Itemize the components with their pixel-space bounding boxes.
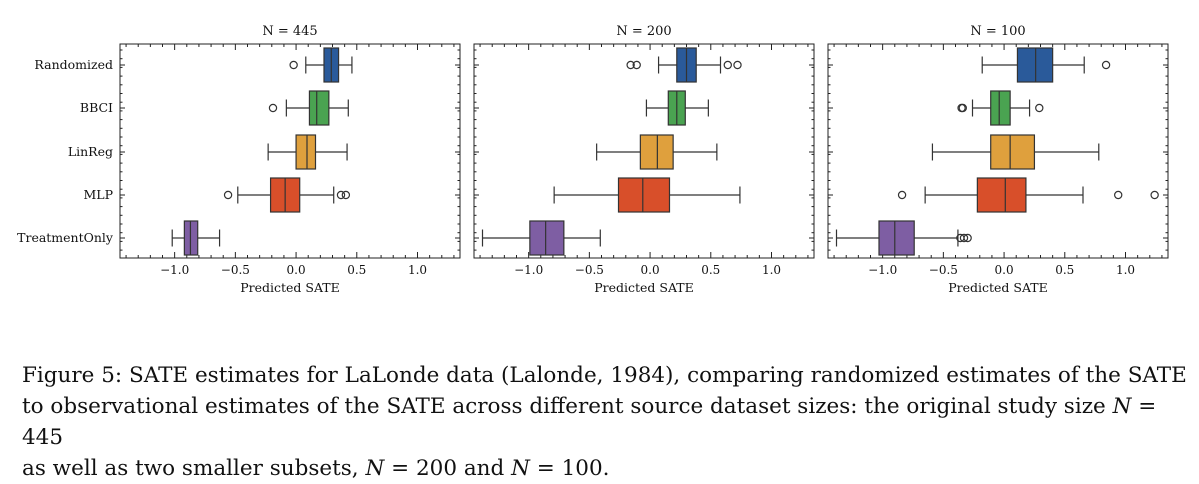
- box-iqr: [529, 220, 565, 256]
- x-tick-label: 0.5: [347, 263, 366, 277]
- panel-2: N = 200 −1.0 −0.5 0.0 0.5 1.0 Predicted SATE: [473, 24, 815, 295]
- x-tick-label: 1.0: [762, 263, 781, 277]
- y-category-label: MLP: [83, 187, 113, 202]
- outlier-point: [963, 233, 972, 243]
- x-tick-label: 0.0: [641, 263, 660, 277]
- box-randomized: [626, 47, 742, 83]
- outlier-point: [336, 190, 346, 200]
- x-axis-label: Predicted SATE: [594, 280, 694, 295]
- panel-title: N = 200: [616, 24, 671, 39]
- x-tick-label: 0.5: [1055, 263, 1074, 277]
- box-iqr: [308, 90, 330, 126]
- caption-text: Figure 5: SATE estimates for LaLonde dat…: [22, 363, 1187, 388]
- box-randomized: [289, 47, 353, 83]
- x-tick-label: 0.0: [995, 263, 1014, 277]
- x-tick-label: 1.0: [408, 263, 427, 277]
- box-iqr: [976, 177, 1027, 213]
- outlier-point: [223, 190, 233, 200]
- outlier-point: [958, 103, 967, 113]
- box-linreg: [931, 134, 1100, 170]
- box-iqr: [990, 90, 1011, 126]
- box-bbci: [957, 90, 1044, 126]
- outlier-point: [289, 60, 298, 70]
- box-treatmentonly: [481, 220, 601, 256]
- box-treatmentonly: [835, 220, 972, 256]
- y-category-label: Randomized: [34, 57, 113, 72]
- box-iqr: [617, 177, 671, 213]
- outlier-point: [733, 60, 742, 70]
- x-axis-label: Predicted SATE: [240, 280, 340, 295]
- outlier-point: [632, 60, 641, 70]
- box-iqr: [639, 134, 674, 170]
- caption-line-2: to observational estimates of the SATE a…: [22, 391, 1187, 453]
- x-tick-label: 0.5: [701, 263, 720, 277]
- caption-text: = 445: [22, 394, 1157, 450]
- panel-1: N = 445 −1.0 −0.5 0.0 0.5 1.0 Predicted SATE Ra…: [17, 24, 461, 295]
- caption-line-1: Figure 5: SATE estimates for LaLonde dat…: [22, 360, 1187, 391]
- box-bbci: [268, 90, 349, 126]
- outlier-point: [341, 190, 351, 200]
- y-category-label: TreatmentOnly: [17, 230, 114, 245]
- box-treatmentonly: [171, 220, 221, 256]
- x-tick-label: −1.0: [514, 263, 543, 277]
- outlier-point: [897, 190, 907, 200]
- outlier-point: [723, 60, 732, 70]
- outlier-point: [959, 233, 969, 243]
- y-category-label: LinReg: [68, 144, 113, 159]
- outlier-point: [1035, 103, 1044, 113]
- box-mlp: [223, 177, 351, 213]
- box-linreg: [596, 134, 718, 170]
- x-tick-label: −1.0: [160, 263, 189, 277]
- x-tick-label: −1.0: [868, 263, 897, 277]
- figure-caption: Figure 5: SATE estimates for LaLonde dat…: [22, 360, 1187, 484]
- box-mlp: [553, 177, 741, 213]
- box-randomized: [981, 47, 1111, 83]
- panel-frame: [119, 43, 461, 259]
- figure: N = 445 −1.0 −0.5 0.0 0.5 1.0 Predicted SATE Ra…: [17, 24, 1169, 295]
- box-linreg: [267, 134, 348, 170]
- y-category-label: BBCI: [80, 100, 113, 115]
- caption-text: to observational estimates of the SATE a…: [22, 394, 1113, 419]
- box-iqr: [990, 134, 1036, 170]
- box-iqr: [295, 134, 317, 170]
- outlier-point: [268, 103, 278, 113]
- panel-frame: [827, 43, 1169, 259]
- box-iqr: [1016, 47, 1054, 83]
- x-tick-label: 1.0: [1116, 263, 1135, 277]
- panel-frame: [473, 43, 815, 259]
- x-tick-label: −0.5: [575, 263, 604, 277]
- x-tick-label: −0.5: [221, 263, 250, 277]
- box-iqr: [878, 220, 915, 256]
- x-tick-label: −0.5: [929, 263, 958, 277]
- x-axis-label: Predicted SATE: [948, 280, 1048, 295]
- x-tick-label: 0.0: [287, 263, 306, 277]
- outlier-point: [1150, 190, 1159, 200]
- panel-title: N = 100: [970, 24, 1025, 39]
- panel-3: N = 100 −1.0 −0.5 0.0 0.5 1.0 Predicted SATE: [827, 24, 1169, 295]
- caption-math: N: [1112, 394, 1132, 419]
- box-bbci: [645, 90, 709, 126]
- box-mlp: [897, 177, 1159, 213]
- outlier-point: [1114, 190, 1123, 200]
- box-iqr: [183, 220, 199, 256]
- outlier-point: [1101, 60, 1111, 70]
- panel-title: N = 445: [262, 24, 317, 39]
- outlier-point: [626, 60, 635, 70]
